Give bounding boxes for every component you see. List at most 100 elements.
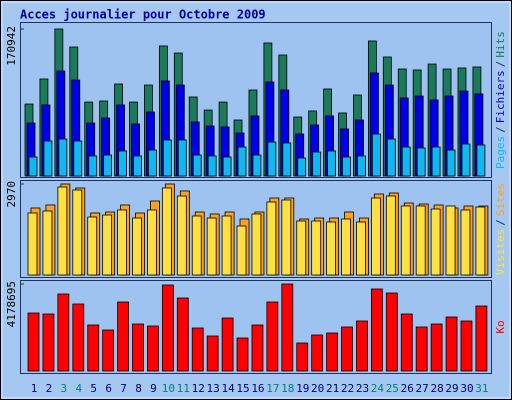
bar [326,332,339,372]
x-tick-label: 13 [207,382,220,395]
bar [161,284,174,372]
bar [192,154,202,177]
bar [251,324,264,372]
bar [72,303,85,372]
legend-separator: / [494,61,507,68]
bar [266,301,279,372]
x-tick-label: 12 [192,382,205,395]
x-tick-label: 23 [356,382,369,395]
bar [102,214,113,276]
bar [356,320,368,372]
bar [161,187,172,276]
bar [42,210,53,276]
x-tick-label: 8 [135,382,142,395]
bar [460,209,471,276]
bar [371,133,381,177]
x-tick-label: 22 [341,382,354,395]
bar [297,157,307,177]
x-tick-label: 17 [266,382,279,395]
x-tick-label: 1 [31,382,38,395]
bar [27,212,38,276]
bar [162,139,172,177]
x-tick-label: 4 [75,382,82,395]
chart-title: Acces journalier pour Octobre 2009 [20,8,266,22]
x-tick-label: 3 [61,382,68,395]
bar [176,195,187,276]
bar [445,316,458,372]
y-tick-label: 2970 [5,181,18,208]
bar [28,156,38,177]
bar [237,146,247,177]
x-tick-label: 19 [296,382,309,395]
bar [221,215,232,276]
bar [191,215,202,276]
bar [460,320,473,372]
bar [475,305,488,372]
bar [58,138,68,177]
bar [148,149,157,177]
x-tick-label: 27 [416,382,429,395]
bar [57,186,68,276]
bar [296,342,309,372]
bar [282,142,292,177]
x-tick-label: 7 [120,382,127,395]
bar [252,154,262,177]
bar [415,326,428,372]
bar [311,220,322,276]
x-tick-label: 5 [90,382,97,395]
bar [476,144,486,177]
x-tick-label: 16 [251,382,264,395]
x-tick-label: 6 [105,382,112,395]
bar [27,312,40,372]
bar [73,140,83,177]
bar [416,147,426,177]
x-tick-label: 15 [236,382,249,395]
bar [117,301,129,372]
bar [327,150,337,177]
bar [356,221,366,276]
bar [326,221,337,276]
bar [386,138,396,177]
x-tick-label: 20 [311,382,324,395]
bar [87,324,100,372]
bar [57,293,70,372]
bar [117,209,127,276]
bar [267,141,277,177]
legend-entry: Visites [494,229,507,275]
x-tick-label: 14 [221,382,235,395]
x-tick-label: 31 [475,382,488,395]
legend: Visites / Sites [494,183,507,275]
bar [266,201,277,276]
bar [42,313,55,372]
x-tick-label: 10 [162,382,175,395]
x-tick-label: 11 [177,382,190,395]
x-tick-label: 18 [281,382,294,395]
bar [236,337,249,372]
bar [445,205,456,276]
bar [400,205,411,276]
bar [103,154,113,177]
bar [191,327,204,372]
y-tick-label: 4178695 [5,281,18,327]
bar [118,150,127,177]
y-tick-label: 170942 [5,26,18,66]
legend-entry: Sites [494,183,507,216]
bar [415,205,426,276]
bar [430,208,441,276]
bar [206,217,217,276]
bar [342,156,351,177]
bar [311,334,324,372]
bar [446,149,456,177]
bar [475,206,486,276]
legend: Ko [494,320,507,333]
bar [430,323,443,372]
bar [236,225,247,276]
bar [400,313,413,372]
legend-entry: Ko [494,320,507,333]
x-tick-label: 9 [150,382,157,395]
bar [401,146,411,177]
x-tick-label: 25 [386,382,399,395]
x-tick-label: 30 [460,382,473,395]
x-tick-label: 2 [46,382,53,395]
